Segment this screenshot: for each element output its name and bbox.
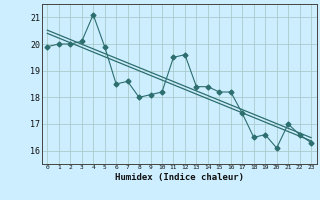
- X-axis label: Humidex (Indice chaleur): Humidex (Indice chaleur): [115, 173, 244, 182]
